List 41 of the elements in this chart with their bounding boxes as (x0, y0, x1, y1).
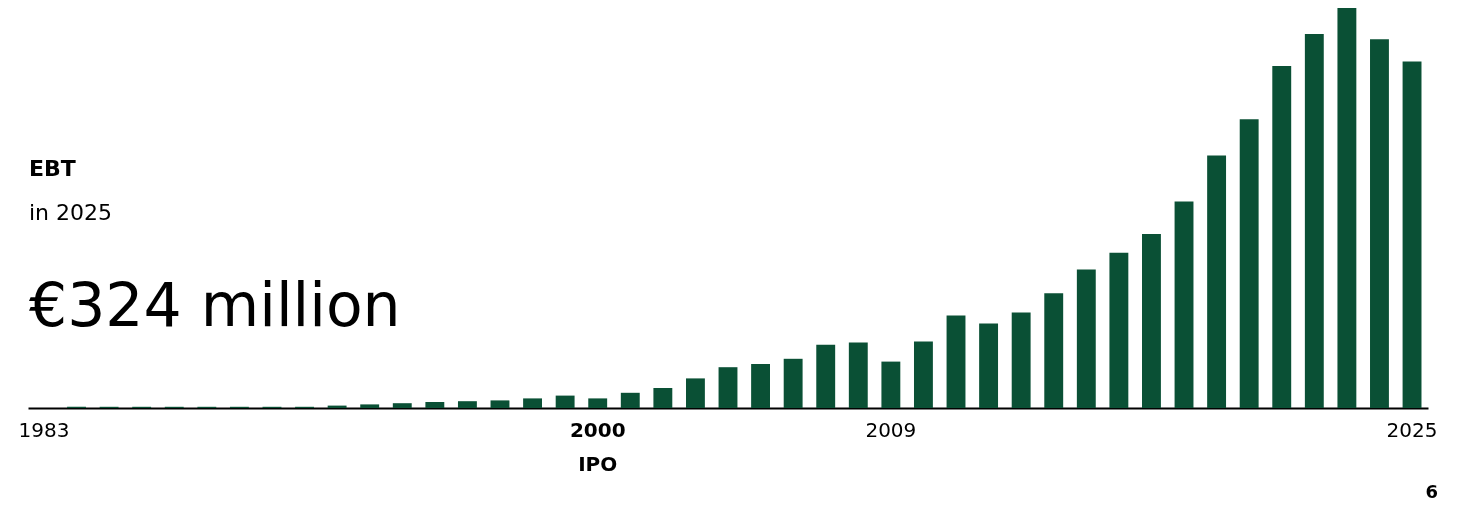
bar (946, 315, 966, 408)
bar (913, 341, 933, 408)
text: in 2025 (29, 200, 113, 225)
bar (1109, 252, 1129, 408)
bar (360, 404, 380, 408)
bar (979, 323, 999, 408)
bar (392, 403, 412, 408)
bar (490, 400, 510, 408)
x-tick-label: 2025 (1386, 417, 1438, 442)
bar (685, 378, 705, 408)
x-tick-label: 2009 (865, 417, 917, 442)
bar (523, 398, 543, 408)
bar (653, 388, 673, 408)
bar (718, 367, 738, 408)
x-tick-label: 1983 (18, 417, 70, 442)
bar (1207, 155, 1227, 408)
bar (555, 395, 575, 408)
bar (1076, 269, 1096, 408)
bar (1174, 201, 1194, 408)
bar (457, 401, 477, 408)
bar (1370, 39, 1389, 408)
bar (1239, 119, 1259, 408)
bar (425, 402, 445, 408)
bar (1402, 61, 1422, 408)
bar (588, 398, 608, 408)
bar (620, 392, 640, 408)
bar (816, 344, 836, 408)
bar (881, 361, 901, 408)
text: 6 (1425, 481, 1438, 502)
bar (783, 358, 803, 408)
bar (1011, 312, 1031, 408)
x-tick-label: 2000 IPO (569, 417, 626, 476)
bar (1142, 234, 1161, 408)
bar (1272, 66, 1292, 408)
annotation: €324 million (29, 270, 401, 340)
bar (1044, 293, 1064, 408)
bar (1337, 8, 1357, 408)
bar (848, 342, 868, 408)
bar (1304, 34, 1324, 408)
text: EBT (29, 156, 76, 181)
bar (751, 364, 771, 408)
